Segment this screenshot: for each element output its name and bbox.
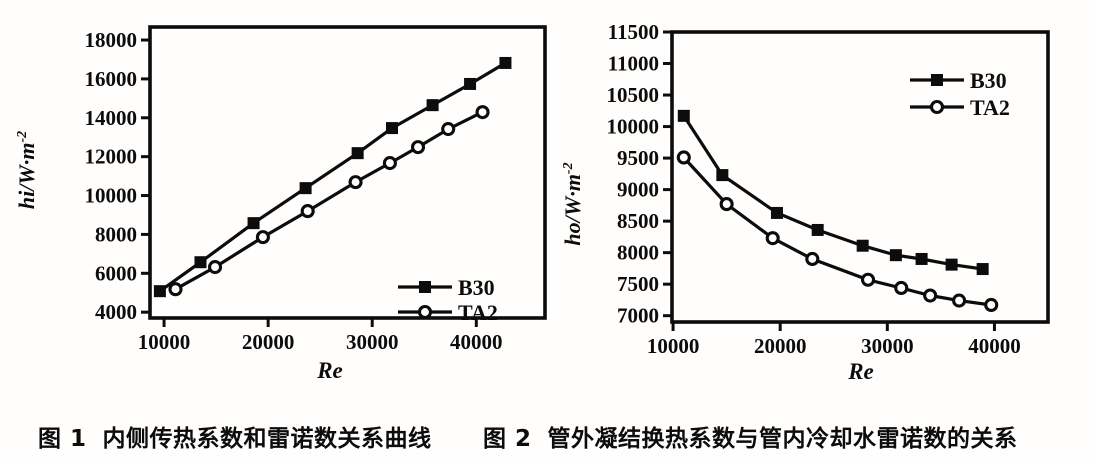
series-B30-marker-square <box>945 258 958 271</box>
series-TA2-marker-circle <box>300 204 315 219</box>
series-B30-marker-square <box>889 249 902 262</box>
y-tick-label: 10000 <box>85 184 138 208</box>
chart-ho-vs-re: 10000 20000 30000 40000 7000 7500 8000 8500 9000… <box>560 20 1050 384</box>
series-B30-marker-square <box>811 223 824 236</box>
series-B30-marker-square <box>677 109 690 122</box>
x-tick-label: 20000 <box>242 330 295 354</box>
legend-label-TA2: TA2 <box>458 300 498 325</box>
series-TA2-marker-circle <box>208 260 223 275</box>
y-tick-label: 4000 <box>95 300 137 324</box>
figure2-caption: 图 2 管外凝结换热系数与管内冷却水雷诺数的关系 <box>483 419 1018 453</box>
legend-TA2-marker-circle <box>417 304 433 320</box>
series-TA2-marker-circle <box>805 251 820 267</box>
y-tick-label: 7000 <box>617 304 659 328</box>
series-TA2-marker-circle <box>441 122 456 137</box>
legend-TA2-marker-circle <box>929 99 945 115</box>
series-TA2-marker-circle <box>676 150 691 165</box>
y-tick-label: 8000 <box>95 222 137 246</box>
series-TA2 <box>676 150 999 313</box>
figure1-caption-text: 内侧传热系数和雷诺数关系曲线 <box>102 426 432 452</box>
y-tick-label: 18000 <box>85 28 138 52</box>
series-TA2-marker-circle <box>894 280 909 296</box>
chart-hi-vs-re: 10000 20000 30000 40000 4000 6000 8000 10000 120… <box>14 25 547 383</box>
y-tick-label: 6000 <box>95 261 137 285</box>
series-TA2-marker-circle <box>984 297 999 313</box>
series-TA2-line <box>174 110 484 291</box>
series-TA2-marker-circle <box>923 288 938 303</box>
x-tick-label: 10000 <box>138 330 191 354</box>
y-tick-label: 7500 <box>617 272 659 296</box>
x-tick-label: 30000 <box>346 330 399 354</box>
y-tick-label: 11500 <box>608 20 659 44</box>
series-TA2-marker-circle <box>719 197 734 212</box>
series-TA2-marker-circle <box>410 140 426 155</box>
series-B30 <box>677 109 989 276</box>
legend-label-B30: B30 <box>458 275 495 300</box>
y-tick-label: 8000 <box>617 241 659 265</box>
x-tick-label: 20000 <box>754 334 807 358</box>
plot-border <box>670 30 1050 324</box>
series-TA2-marker-circle <box>382 156 397 171</box>
y-tick-label: 10500 <box>607 83 660 107</box>
y-axis-label: hi/W·m-2 <box>14 131 39 209</box>
series-TA2 <box>168 105 490 297</box>
series-B30-marker-square <box>351 147 364 160</box>
series-TA2-marker-circle <box>860 272 876 287</box>
series-B30-marker-square <box>499 56 512 69</box>
x-axis-label: Re <box>847 359 874 384</box>
series-TA2-marker-circle <box>255 230 270 245</box>
y-tick-label: 8500 <box>617 209 659 233</box>
x-tick-label: 10000 <box>647 334 700 358</box>
x-tick-label: 40000 <box>450 330 503 354</box>
y-tick-label: 12000 <box>85 145 138 169</box>
y-tick-label: 10000 <box>607 115 660 139</box>
x-axis-label: Re <box>316 358 343 383</box>
series-B30-marker-square <box>153 285 166 298</box>
legend-label-B30: B30 <box>970 68 1007 93</box>
figure1-caption-number: 图 1 <box>38 426 87 452</box>
series-B30-marker-square <box>976 263 989 276</box>
plot-border <box>148 25 547 320</box>
series-B30-marker-square <box>464 77 477 90</box>
series-B30-marker-square <box>385 122 398 135</box>
series-B30-line <box>158 61 507 293</box>
series-B30-marker-square <box>716 169 729 182</box>
series-B30-line <box>682 114 983 271</box>
x-tick-label: 40000 <box>968 334 1021 358</box>
legend-label-TA2: TA2 <box>970 95 1010 120</box>
y-tick-label: 11000 <box>608 52 659 76</box>
series-B30-marker-square <box>856 239 869 252</box>
figure2-caption-text: 管外凝结换热系数与管内冷却水雷诺数的关系 <box>547 426 1018 452</box>
y-tick-label: 14000 <box>85 106 138 130</box>
series-TA2-marker-circle <box>952 293 967 308</box>
legend-B30-marker-square <box>931 74 943 86</box>
series-B30-marker-square <box>426 99 439 112</box>
y-tick-label: 9000 <box>617 178 659 202</box>
series-B30-marker-square <box>915 252 928 265</box>
legend-B30-marker-square <box>419 281 431 293</box>
series-TA2-marker-circle <box>348 175 363 190</box>
series-TA2-marker-circle <box>765 231 780 246</box>
series-B30-marker-square <box>194 256 207 269</box>
series-B30-marker-square <box>299 182 312 195</box>
series-B30-marker-square <box>770 206 783 219</box>
y-tick-label: 16000 <box>85 67 138 91</box>
y-tick-label: 9500 <box>617 146 659 170</box>
series-B30 <box>153 56 512 298</box>
x-tick-label: 30000 <box>861 334 914 358</box>
y-axis-label: ho/W·m-2 <box>560 162 585 245</box>
series-B30-marker-square <box>247 217 260 230</box>
figure1-caption: 图 1 内侧传热系数和雷诺数关系曲线 <box>38 419 432 453</box>
series-TA2-marker-circle <box>168 282 183 297</box>
figure2-caption-number: 图 2 <box>483 426 532 452</box>
series-TA2-marker-circle <box>475 105 490 120</box>
